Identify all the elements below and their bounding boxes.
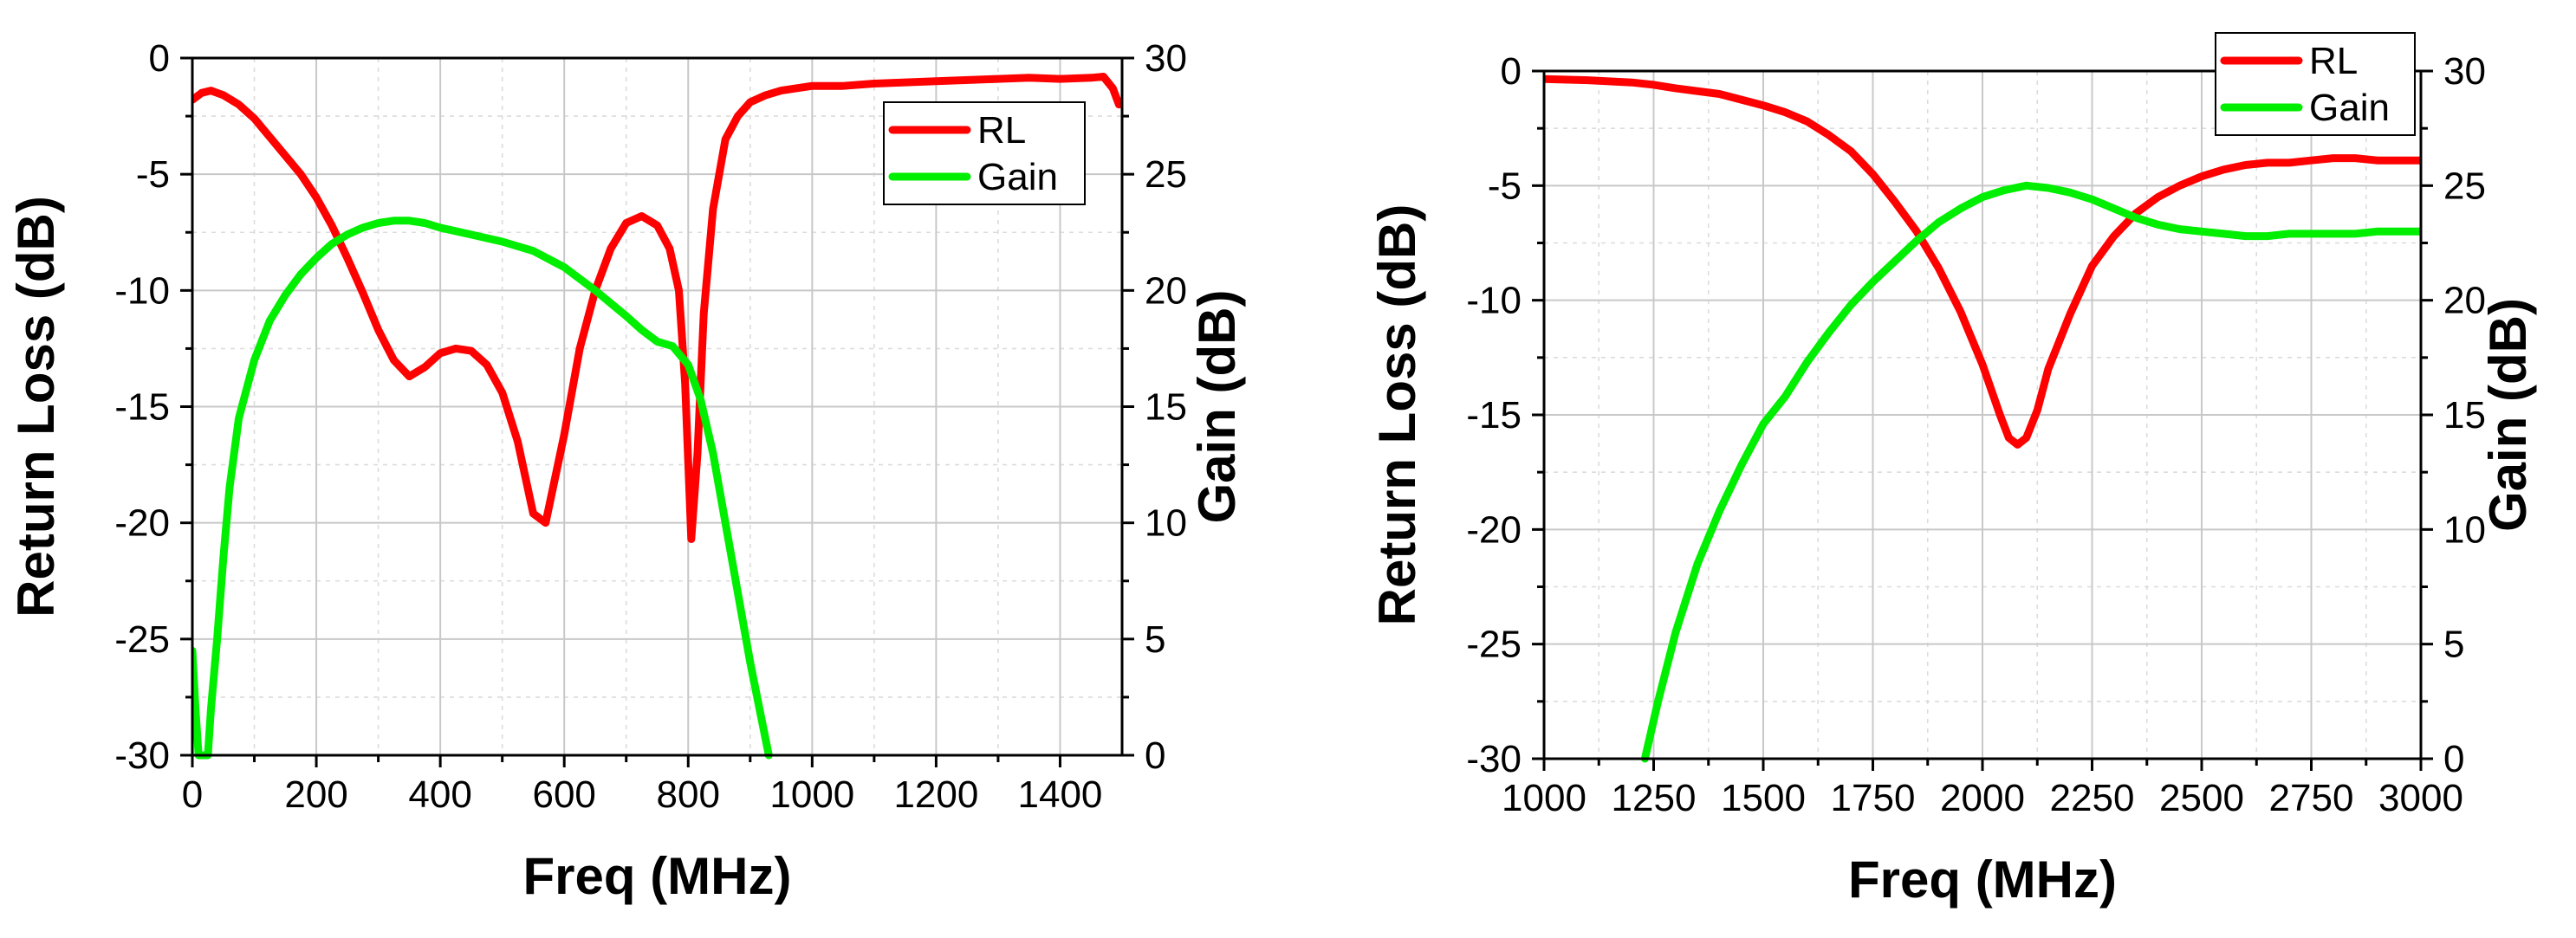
legend-box [2215, 32, 2416, 136]
y2-tick-label: 0 [2443, 738, 2464, 780]
x-tick-label: 0 [182, 773, 203, 816]
y2-tick-label: 0 [1145, 734, 1165, 777]
y-axis-right: 0 5 10 15 20 25 30 [2421, 50, 2486, 780]
y-tick-label: -15 [1466, 394, 1522, 437]
y-tick-label: -25 [114, 618, 170, 661]
series-gain-line [1640, 181, 2421, 763]
y2-tick-label: 25 [1145, 153, 1187, 196]
y-tick-label: -30 [1466, 738, 1522, 780]
y-axis-right: 0 5 10 15 20 25 30 [1122, 37, 1187, 777]
legend-label-rl: RL [977, 109, 1026, 152]
y2-axis-title: Gain (dB) [2479, 298, 2537, 532]
y2-tick-label: 10 [2443, 508, 2486, 551]
legend-label-rl: RL [2309, 40, 2358, 82]
legend: RL Gain [2215, 32, 2416, 136]
y-tick-label: -20 [114, 502, 170, 545]
series-gain-line [192, 217, 773, 760]
y2-tick-label: 25 [2443, 165, 2486, 207]
y2-tick-label: 30 [2443, 50, 2486, 93]
x-tick-label: 1200 [893, 773, 978, 816]
x-tick-label: 1500 [1721, 777, 1806, 819]
y2-tick-label: 30 [1145, 37, 1187, 80]
x-tick-label: 800 [657, 773, 720, 816]
y2-tick-label: 20 [2443, 280, 2486, 322]
x-tick-label: 200 [284, 773, 347, 816]
y2-tick-label: 20 [1145, 269, 1187, 312]
y-axis-title: Return Loss (dB) [7, 196, 65, 618]
legend-box [883, 101, 1086, 205]
y2-tick-label: 15 [2443, 394, 2486, 437]
y-tick-label: -5 [136, 153, 170, 196]
y2-tick-label: 10 [1145, 502, 1187, 545]
x-tick-label: 1000 [769, 773, 854, 816]
y-tick-label: -10 [114, 269, 170, 312]
x-axis: 0 200 400 600 800 1000 1200 1400 [182, 755, 1103, 816]
x-tick-label: 1400 [1018, 773, 1103, 816]
y2-axis-title: Gain (dB) [1188, 290, 1246, 524]
x-tick-label: 1750 [1831, 777, 1916, 819]
y-axis-title: Return Loss (dB) [1368, 204, 1426, 626]
y-tick-label: -15 [114, 386, 170, 429]
y-tick-label: -20 [1466, 508, 1522, 551]
x-axis-title: Freq (MHz) [1848, 851, 2117, 909]
chart-1: 0 200 400 600 800 1000 1200 1400-30-25-20-15-10… [7, 37, 1246, 905]
grid [1544, 71, 2421, 759]
series-rl-line [1544, 74, 2421, 449]
y2-tick-label: 5 [2443, 624, 2464, 666]
x-tick-label: 1000 [1502, 777, 1586, 819]
x-tick-label: 600 [532, 773, 595, 816]
y-axis-left: -30 -25 -20 -15 -10 -5 0 [1466, 50, 1544, 780]
legend-label-gain: Gain [2309, 87, 2390, 129]
y-tick-label: -25 [1466, 624, 1522, 666]
y-tick-label: -5 [1488, 165, 1522, 207]
x-tick-label: 2250 [2050, 777, 2135, 819]
x-tick-label: 2500 [2159, 777, 2244, 819]
x-axis-title: Freq (MHz) [523, 847, 792, 905]
y-axis-left: -30 -25 -20 -15 -10 -5 0 [114, 37, 192, 777]
x-axis: 1000 1250 1500 1750 2000 2250 2500 2750 3000 [1502, 759, 2463, 819]
x-tick-label: 2750 [2269, 777, 2354, 819]
y-tick-label: -30 [114, 734, 170, 777]
x-tick-label: 400 [408, 773, 471, 816]
y2-tick-label: 5 [1145, 618, 1165, 661]
x-tick-label: 2000 [1940, 777, 2025, 819]
y2-tick-label: 15 [1145, 386, 1187, 429]
y-tick-label: 0 [1501, 50, 1522, 93]
y-tick-label: -10 [1466, 280, 1522, 322]
x-tick-label: 1250 [1612, 777, 1697, 819]
chart-2: 1000 1250 1500 1750 2000 2250 2500 2750 3000-30-… [1368, 32, 2537, 909]
legend-label-gain: Gain [977, 156, 1058, 198]
x-tick-label: 3000 [2378, 777, 2463, 819]
y-tick-label: 0 [149, 37, 170, 80]
